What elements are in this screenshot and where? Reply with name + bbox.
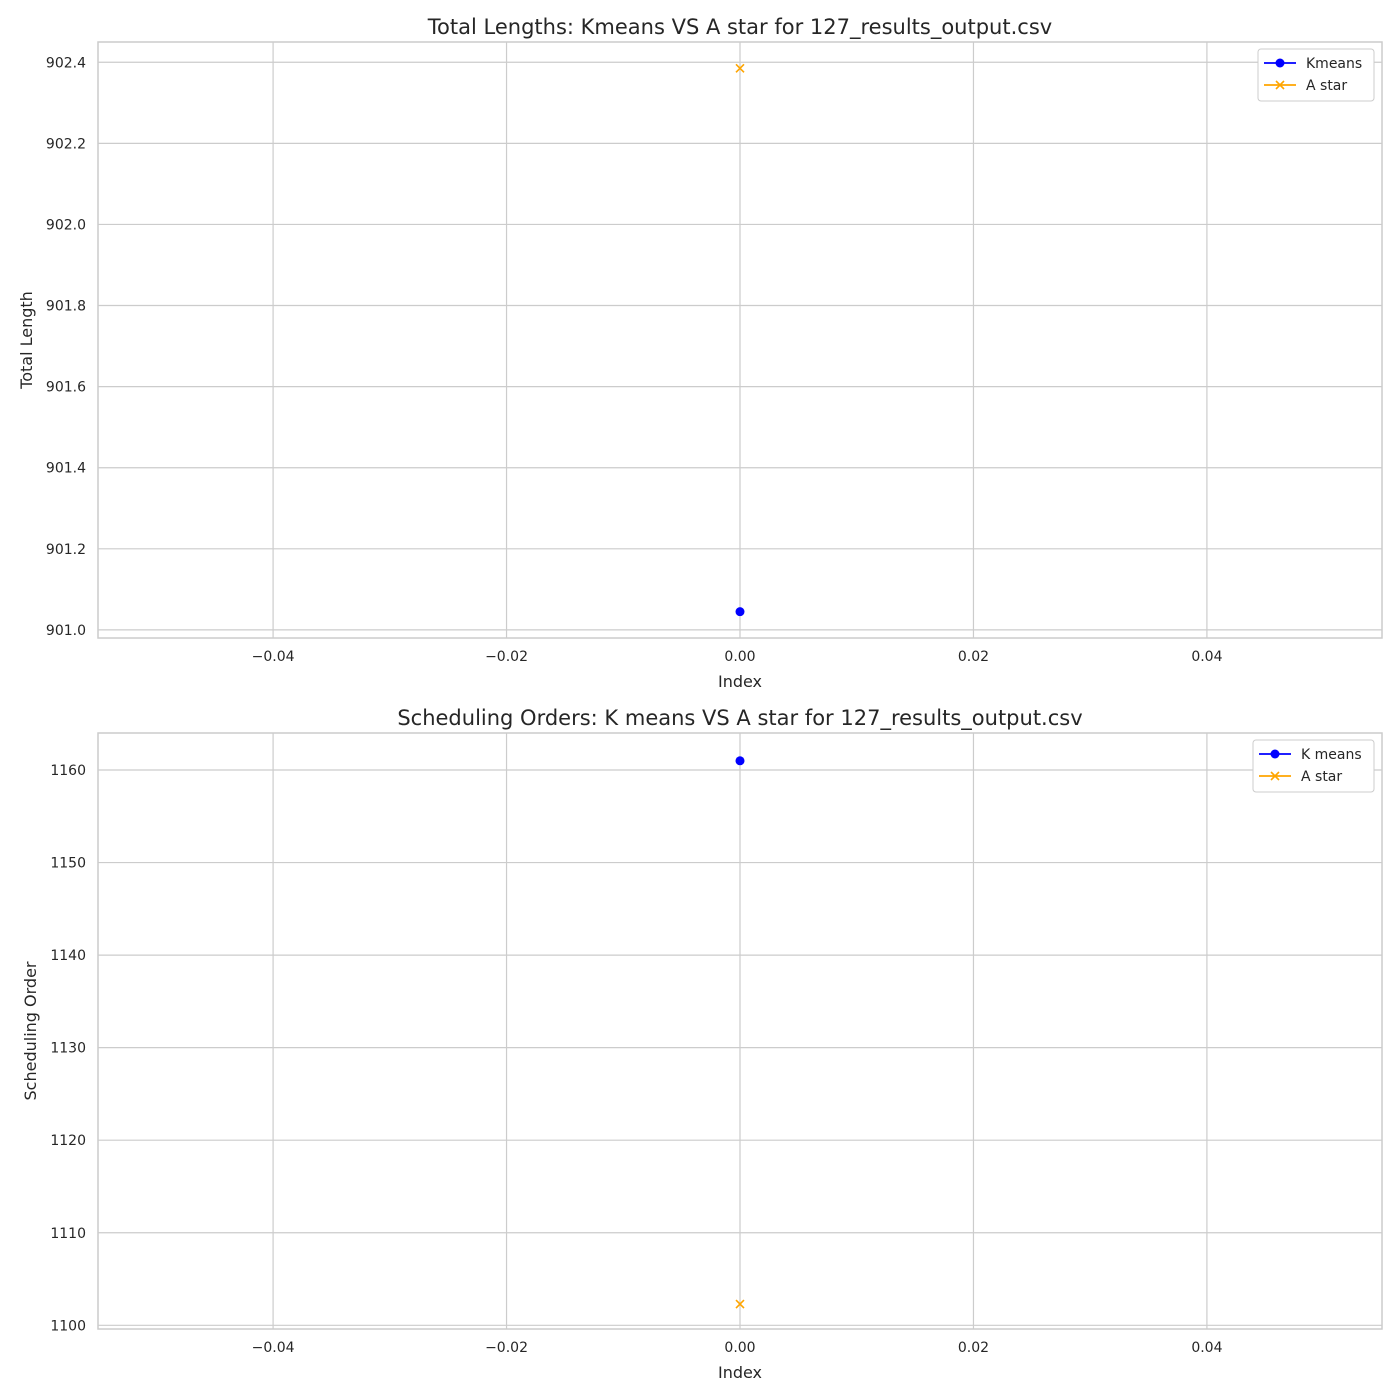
legend: K means A star <box>1252 739 1375 793</box>
legend-label: Kmeans <box>1306 56 1362 72</box>
y-tick-label: 1120 <box>50 1133 86 1149</box>
legend-marker <box>1270 749 1280 759</box>
y-tick-label: 1130 <box>50 1041 86 1057</box>
y-tick-label: 901.0 <box>46 623 86 639</box>
legend-label: A star <box>1306 78 1347 94</box>
y-tick-label: 901.2 <box>46 542 86 558</box>
y-tick-label: 1100 <box>50 1318 86 1334</box>
data-point-k-means <box>735 756 745 766</box>
data-point-a-star <box>735 1299 745 1309</box>
x-tick-label: 0.04 <box>1191 1340 1222 1356</box>
y-tick-label: 1140 <box>50 948 86 964</box>
x-tick-label: −0.04 <box>252 1340 295 1356</box>
legend-marker <box>1270 771 1280 781</box>
legend-marker <box>1275 80 1285 90</box>
x-tick-label: −0.02 <box>485 649 528 665</box>
y-axis-label: Total Length <box>17 291 36 390</box>
chart-title: Scheduling Orders: K means VS A star for… <box>397 706 1082 731</box>
y-tick-label: 902.4 <box>46 55 86 71</box>
y-tick-label: 1150 <box>50 856 86 872</box>
legend-box <box>1252 739 1375 793</box>
x-tick-label: 0.00 <box>724 1340 755 1356</box>
y-tick-label: 1110 <box>50 1226 86 1242</box>
x-tick-label: −0.02 <box>485 1340 528 1356</box>
y-tick-label: 901.6 <box>46 380 86 396</box>
x-tick-label: 0.02 <box>958 649 989 665</box>
x-tick-label: 0.00 <box>724 649 755 665</box>
data-point-kmeans <box>735 607 745 617</box>
data-point-a-star <box>735 63 745 73</box>
x-tick-label: −0.04 <box>252 649 295 665</box>
y-tick-label: 901.8 <box>46 299 86 315</box>
y-tick-label: 901.4 <box>46 461 86 477</box>
legend: Kmeans A star <box>1257 48 1375 102</box>
legend-box <box>1257 48 1375 102</box>
x-tick-label: 0.02 <box>958 1340 989 1356</box>
legend-marker <box>1275 58 1285 68</box>
y-axis-label: Scheduling Order <box>21 961 40 1100</box>
plot-frame <box>97 41 1383 639</box>
chart-title: Total Lengths: Kmeans VS A star for 127_… <box>427 15 1052 40</box>
chart-panel-2: −0.04 −0.02 0.00 0.02 0.04 1100 1110 1120 1130 11… <box>21 706 1383 1382</box>
y-tick-label: 902.0 <box>46 217 86 233</box>
x-axis-label: Index <box>718 672 762 691</box>
x-tick-label: 0.04 <box>1191 649 1222 665</box>
y-tick-label: 1160 <box>50 763 86 779</box>
legend-label: A star <box>1301 769 1342 785</box>
y-tick-label: 902.2 <box>46 136 86 152</box>
x-axis-label: Index <box>718 1363 762 1382</box>
plot-frame <box>97 732 1383 1330</box>
chart-panel-1: −0.04 −0.02 0.00 0.02 0.04 901.0 901.2 901.4 901… <box>17 15 1383 691</box>
legend-label: K means <box>1301 747 1362 763</box>
